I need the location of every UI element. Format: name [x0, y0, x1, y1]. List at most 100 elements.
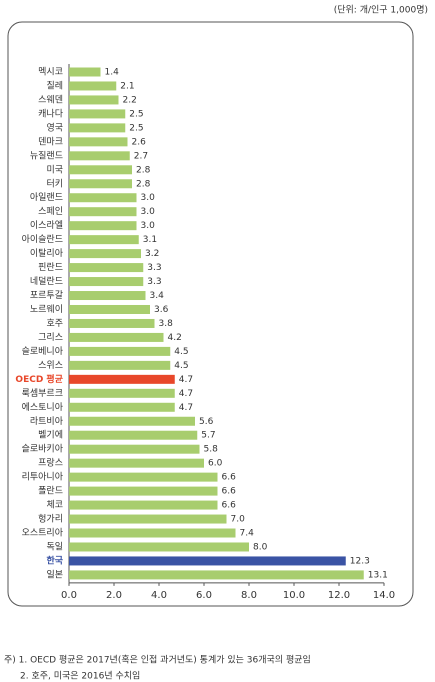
value-label: 5.8 [204, 445, 219, 455]
y-tick-label: 스위스 [38, 360, 63, 371]
value-label: 2.5 [129, 109, 143, 119]
value-label: 3.0 [141, 193, 156, 203]
y-tick-label: 폴란드 [38, 485, 63, 497]
value-label: 4.7 [179, 375, 193, 385]
bar [69, 514, 227, 524]
value-label: 2.1 [120, 81, 134, 91]
footnote: 2. 호주, 미국은 2016년 수치임 [20, 670, 140, 682]
value-label: 6.6 [222, 501, 237, 511]
bar [69, 249, 141, 259]
value-label: 13.1 [368, 570, 388, 580]
bar [69, 263, 144, 273]
x-tick-label: 2.0 [106, 590, 122, 601]
y-tick-label: 그리스 [38, 332, 63, 343]
bar [69, 486, 218, 496]
value-label: 5.7 [201, 431, 215, 441]
value-label: 6.6 [222, 487, 237, 497]
value-label: 3.0 [141, 221, 156, 231]
bar [69, 542, 249, 552]
bar [69, 472, 218, 482]
chart-frame [7, 21, 414, 607]
value-label: 3.3 [147, 277, 161, 287]
bar [69, 500, 218, 510]
y-tick-label: 스웨덴 [38, 93, 63, 105]
y-tick-label: 핀란드 [38, 261, 63, 273]
value-label: 3.2 [145, 249, 159, 259]
value-label: 7.0 [231, 515, 246, 525]
bar [69, 402, 175, 412]
y-tick-label: 호주 [46, 318, 63, 329]
value-label: 7.4 [240, 529, 255, 539]
value-label: 8.0 [253, 542, 268, 552]
bar [69, 277, 144, 287]
bar [69, 123, 126, 133]
value-label: 3.0 [141, 207, 156, 217]
bar [69, 444, 200, 454]
footnote: 주) 1. OECD 평균은 2017년(혹은 인접 과거년도) 통계가 있는 … [4, 654, 311, 666]
x-tick-label: 0.0 [61, 590, 77, 601]
bar [69, 556, 346, 566]
value-label: 4.5 [174, 347, 188, 357]
y-tick-label: 아이슬란드 [22, 233, 63, 245]
bar [69, 193, 137, 203]
value-label: 3.4 [150, 291, 165, 301]
bar [69, 81, 117, 91]
y-tick-label: 리투아니아 [22, 472, 64, 483]
value-label: 1.4 [105, 68, 120, 78]
y-tick-label: 이탈리아 [30, 248, 64, 259]
y-tick-label: 룩셈부르크 [22, 388, 63, 399]
value-label: 2.2 [123, 95, 137, 105]
y-tick-label: 네덜란드 [30, 275, 63, 287]
bar [69, 430, 198, 440]
bar [69, 416, 195, 426]
x-tick-label: 14.0 [373, 590, 395, 601]
y-tick-label: 터키 [46, 178, 63, 189]
value-label: 4.7 [179, 403, 193, 413]
bar [69, 332, 164, 342]
value-label: 3.3 [147, 263, 161, 273]
y-tick-label: 영국 [46, 122, 63, 133]
y-tick-label: 슬로바키아 [22, 444, 64, 455]
bar [69, 151, 130, 161]
y-tick-label: 멕시코 [38, 67, 63, 78]
value-label: 2.8 [136, 179, 151, 189]
y-tick-label: 일본 [46, 569, 63, 580]
y-tick-label: OECD 평균 [15, 373, 63, 385]
bar [69, 528, 236, 538]
bar [69, 388, 175, 398]
value-label: 6.0 [208, 459, 223, 469]
value-label: 4.5 [174, 361, 188, 371]
value-label: 12.3 [350, 556, 370, 566]
y-tick-label: 미국 [46, 164, 63, 175]
y-tick-label: 이스라엘 [30, 220, 63, 231]
bar [69, 346, 171, 356]
y-tick-label: 칠레 [46, 80, 63, 91]
x-tick-label: 4.0 [151, 590, 167, 601]
value-label: 2.7 [134, 151, 148, 161]
y-tick-label: 체코 [46, 500, 63, 511]
y-tick-label: 슬로베니아 [22, 346, 64, 357]
x-tick-label: 10.0 [283, 590, 305, 601]
y-tick-label: 덴마크 [38, 136, 63, 147]
value-label: 3.8 [159, 319, 174, 329]
y-tick-label: 라트비아 [30, 416, 64, 427]
y-tick-label: 독일 [46, 541, 63, 552]
bar [69, 67, 101, 77]
value-label: 2.8 [136, 165, 151, 175]
y-tick-label: 프랑스 [38, 457, 63, 469]
value-label: 3.1 [143, 235, 157, 245]
x-tick-label: 12.0 [328, 590, 350, 601]
x-tick-label: 8.0 [241, 590, 257, 601]
bar [69, 179, 132, 189]
y-tick-label: 벨기에 [38, 430, 63, 441]
value-label: 2.5 [129, 123, 143, 133]
value-label: 4.7 [179, 389, 193, 399]
y-tick-label: 스페인 [38, 206, 63, 217]
y-tick-label: 노르웨이 [30, 303, 63, 315]
bar [69, 235, 139, 245]
bar [69, 109, 126, 119]
y-tick-label: 헝가리 [38, 514, 63, 525]
x-tick-label: 6.0 [196, 590, 212, 601]
y-tick-label: 오스트리아 [22, 528, 64, 539]
